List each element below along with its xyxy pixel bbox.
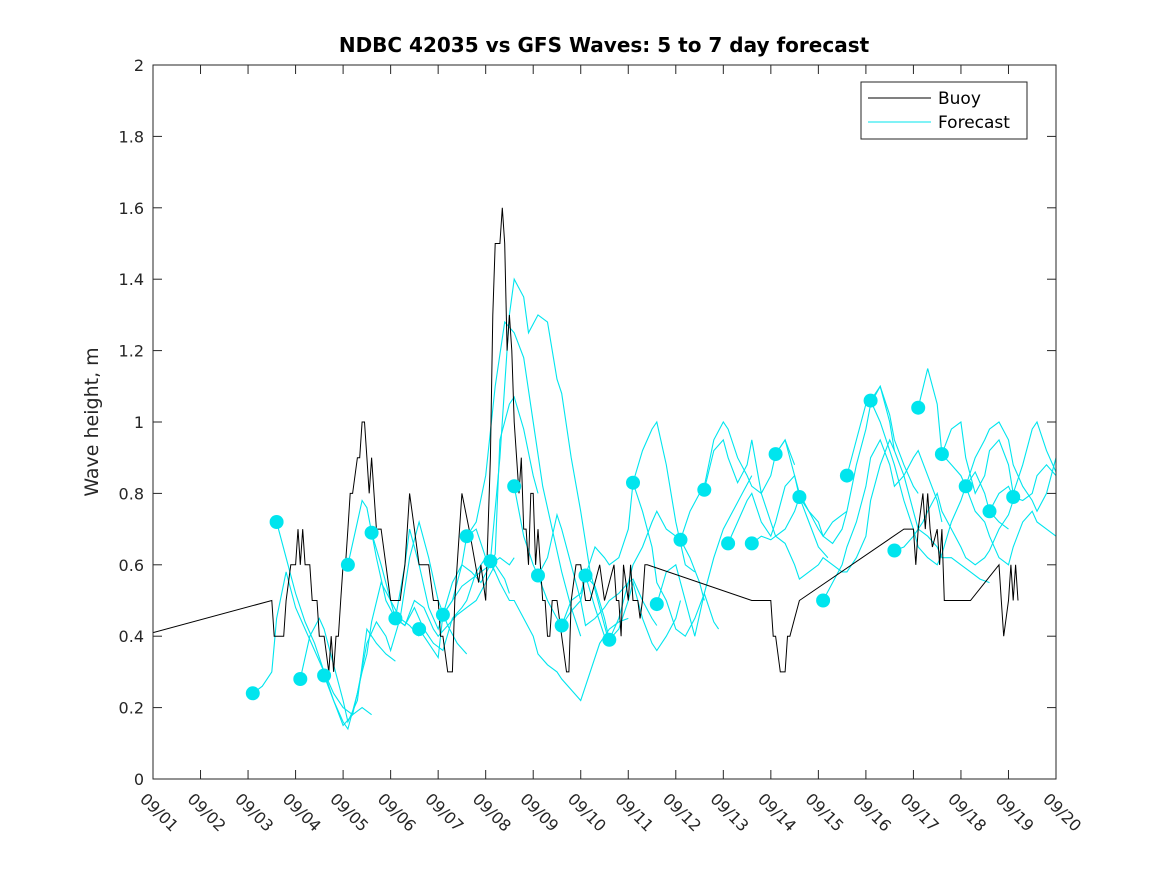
y-axis-label: Wave height, m	[81, 347, 103, 496]
forecast-start-marker	[649, 597, 664, 612]
y-tick-label: 2	[134, 56, 144, 75]
forecast-line-17	[656, 563, 720, 637]
y-tick-label: 1.8	[119, 127, 144, 146]
forecast-start-marker	[507, 479, 522, 494]
forecast-line-5	[347, 499, 496, 652]
forecast-start-marker	[934, 447, 949, 462]
forecast-start-marker	[435, 607, 450, 622]
forecast-line-9	[442, 320, 582, 637]
forecast-line-1	[252, 519, 468, 727]
forecast-start-marker	[697, 482, 712, 497]
forecast-start-marker	[459, 529, 474, 544]
forecast-start-marker	[768, 447, 783, 462]
forecast-start-marker	[554, 618, 569, 633]
forecast-start-marker	[412, 622, 427, 637]
forecast-line-27	[917, 368, 1056, 566]
forecast-start-marker	[317, 668, 332, 683]
forecast-start-marker	[531, 568, 545, 583]
chart-title: NDBC 42035 vs GFS Waves: 5 to 7 day fore…	[339, 33, 870, 57]
forecast-start-marker	[340, 557, 355, 572]
y-tick-label: 1.2	[119, 342, 144, 361]
y-tick-label: 1.4	[119, 270, 144, 289]
forecast-start-marker	[364, 525, 379, 540]
y-tick-label: 0	[134, 770, 144, 789]
y-tick-label: 0.4	[119, 627, 144, 646]
forecast-start-marker	[483, 554, 498, 569]
y-tick-label: 0.2	[119, 699, 144, 718]
legend-label-buoy: Buoy	[938, 89, 981, 109]
y-tick-label: 1.6	[119, 199, 144, 218]
forecast-line-29	[965, 421, 1056, 513]
forecast-start-marker	[887, 543, 902, 558]
forecast-start-marker	[839, 468, 854, 483]
forecast-start-marker	[721, 536, 736, 551]
forecast-start-marker	[626, 475, 640, 490]
forecast-start-marker	[744, 536, 759, 551]
forecast-start-marker	[269, 515, 284, 529]
forecast-line-16	[632, 475, 753, 638]
forecast-line-30	[989, 463, 1056, 512]
forecast-start-marker	[958, 479, 973, 494]
y-tick-label: 1	[134, 413, 144, 432]
forecast-start-marker	[388, 611, 403, 626]
forecast-start-marker	[816, 593, 831, 608]
legend-box	[860, 81, 1028, 140]
forecast-start-marker	[863, 393, 878, 408]
forecast-line-3	[299, 617, 396, 724]
forecast-start-marker	[1006, 490, 1021, 504]
forecast-line-21	[751, 438, 895, 581]
forecast-start-marker	[293, 672, 308, 686]
forecast-start-marker	[982, 504, 997, 519]
forecast-start-marker	[673, 532, 688, 547]
legend-label-forecast: Forecast	[938, 113, 1010, 133]
forecast-start-marker	[245, 686, 260, 701]
forecast-start-marker	[792, 490, 807, 504]
y-tick-label: 0.6	[119, 556, 144, 575]
plot-area	[153, 207, 1056, 731]
forecast-line-23	[822, 438, 943, 601]
forecast-line-20	[727, 474, 848, 544]
forecast-line-28	[941, 420, 1056, 495]
forecast-start-marker	[578, 568, 593, 583]
forecast-start-marker	[602, 632, 617, 647]
forecast-start-marker	[911, 400, 926, 415]
legend: Buoy Forecast	[860, 81, 1028, 140]
forecast-line-19	[703, 438, 829, 559]
y-tick-label: 0.8	[119, 484, 144, 503]
